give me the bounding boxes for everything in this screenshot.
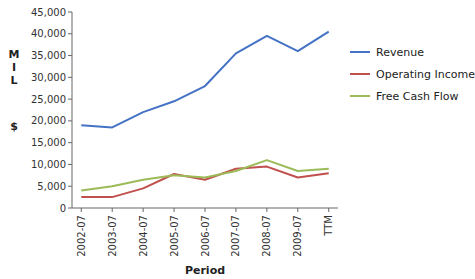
- x-tick: [205, 208, 206, 212]
- x-tick: [174, 208, 175, 212]
- x-tick: [297, 208, 298, 212]
- y-tick: [68, 33, 72, 34]
- series-line: [81, 167, 328, 197]
- y-axis-label-part: $: [10, 120, 18, 133]
- series-line: [81, 32, 328, 128]
- x-tick-label: 2007-07: [230, 215, 241, 257]
- chart: 0 5,000 10,000 15,000 20,000 25,000 30,000 35,0…: [0, 0, 475, 279]
- x-tick-label: 2009-07: [292, 215, 303, 257]
- y-tick: [68, 99, 72, 100]
- y-axis-label: MIL $: [9, 48, 20, 133]
- y-tick: [68, 164, 72, 165]
- x-tick: [81, 208, 82, 212]
- y-tick: [68, 208, 72, 209]
- plot-area: [81, 32, 328, 198]
- y-tick-label: 20,000: [31, 115, 66, 126]
- legend-swatch: [350, 51, 370, 53]
- x-tick-label: TTM: [323, 215, 334, 237]
- y-axis-label-part: MIL: [9, 48, 20, 87]
- x-axis-line: [72, 208, 338, 209]
- y-tick: [68, 186, 72, 187]
- y-tick-label: 0: [60, 203, 66, 214]
- axes: 0 5,000 10,000 15,000 20,000 25,000 30,000 35,0…: [31, 7, 338, 257]
- legend-label: Free Cash Flow: [376, 90, 459, 103]
- y-tick-label: 30,000: [31, 72, 66, 83]
- series-line: [81, 160, 328, 190]
- legend-swatch: [350, 95, 370, 97]
- y-tick-label: 10,000: [31, 159, 66, 170]
- legend-label: Revenue: [376, 46, 424, 59]
- y-tick: [68, 142, 72, 143]
- y-tick: [68, 77, 72, 78]
- y-tick-label: 35,000: [31, 50, 66, 61]
- legend-label: Operating Income: [376, 68, 475, 81]
- y-tick: [68, 120, 72, 121]
- y-tick: [68, 55, 72, 56]
- y-tick-label: 25,000: [31, 94, 66, 105]
- y-tick: [68, 12, 72, 13]
- x-axis-label: Period: [185, 264, 225, 277]
- legend: Revenue Operating Income Free Cash Flow: [350, 46, 475, 103]
- x-tick: [112, 208, 113, 212]
- x-tick: [235, 208, 236, 212]
- x-tick-label: 2004-07: [138, 215, 149, 257]
- x-tick-label: 2002-07: [76, 215, 87, 257]
- x-tick: [143, 208, 144, 212]
- legend-swatch: [350, 73, 370, 75]
- y-tick-label: 45,000: [31, 7, 66, 18]
- x-tick: [266, 208, 267, 212]
- y-tick-label: 40,000: [31, 28, 66, 39]
- y-tick-label: 5,000: [37, 181, 66, 192]
- y-tick-label: 15,000: [31, 137, 66, 148]
- x-tick-label: 2006-07: [200, 215, 211, 257]
- x-tick-label: 2008-07: [261, 215, 272, 257]
- x-tick: [328, 208, 329, 212]
- x-tick-label: 2005-07: [169, 215, 180, 257]
- x-tick-label: 2003-07: [107, 215, 118, 257]
- y-axis-line: [72, 12, 73, 208]
